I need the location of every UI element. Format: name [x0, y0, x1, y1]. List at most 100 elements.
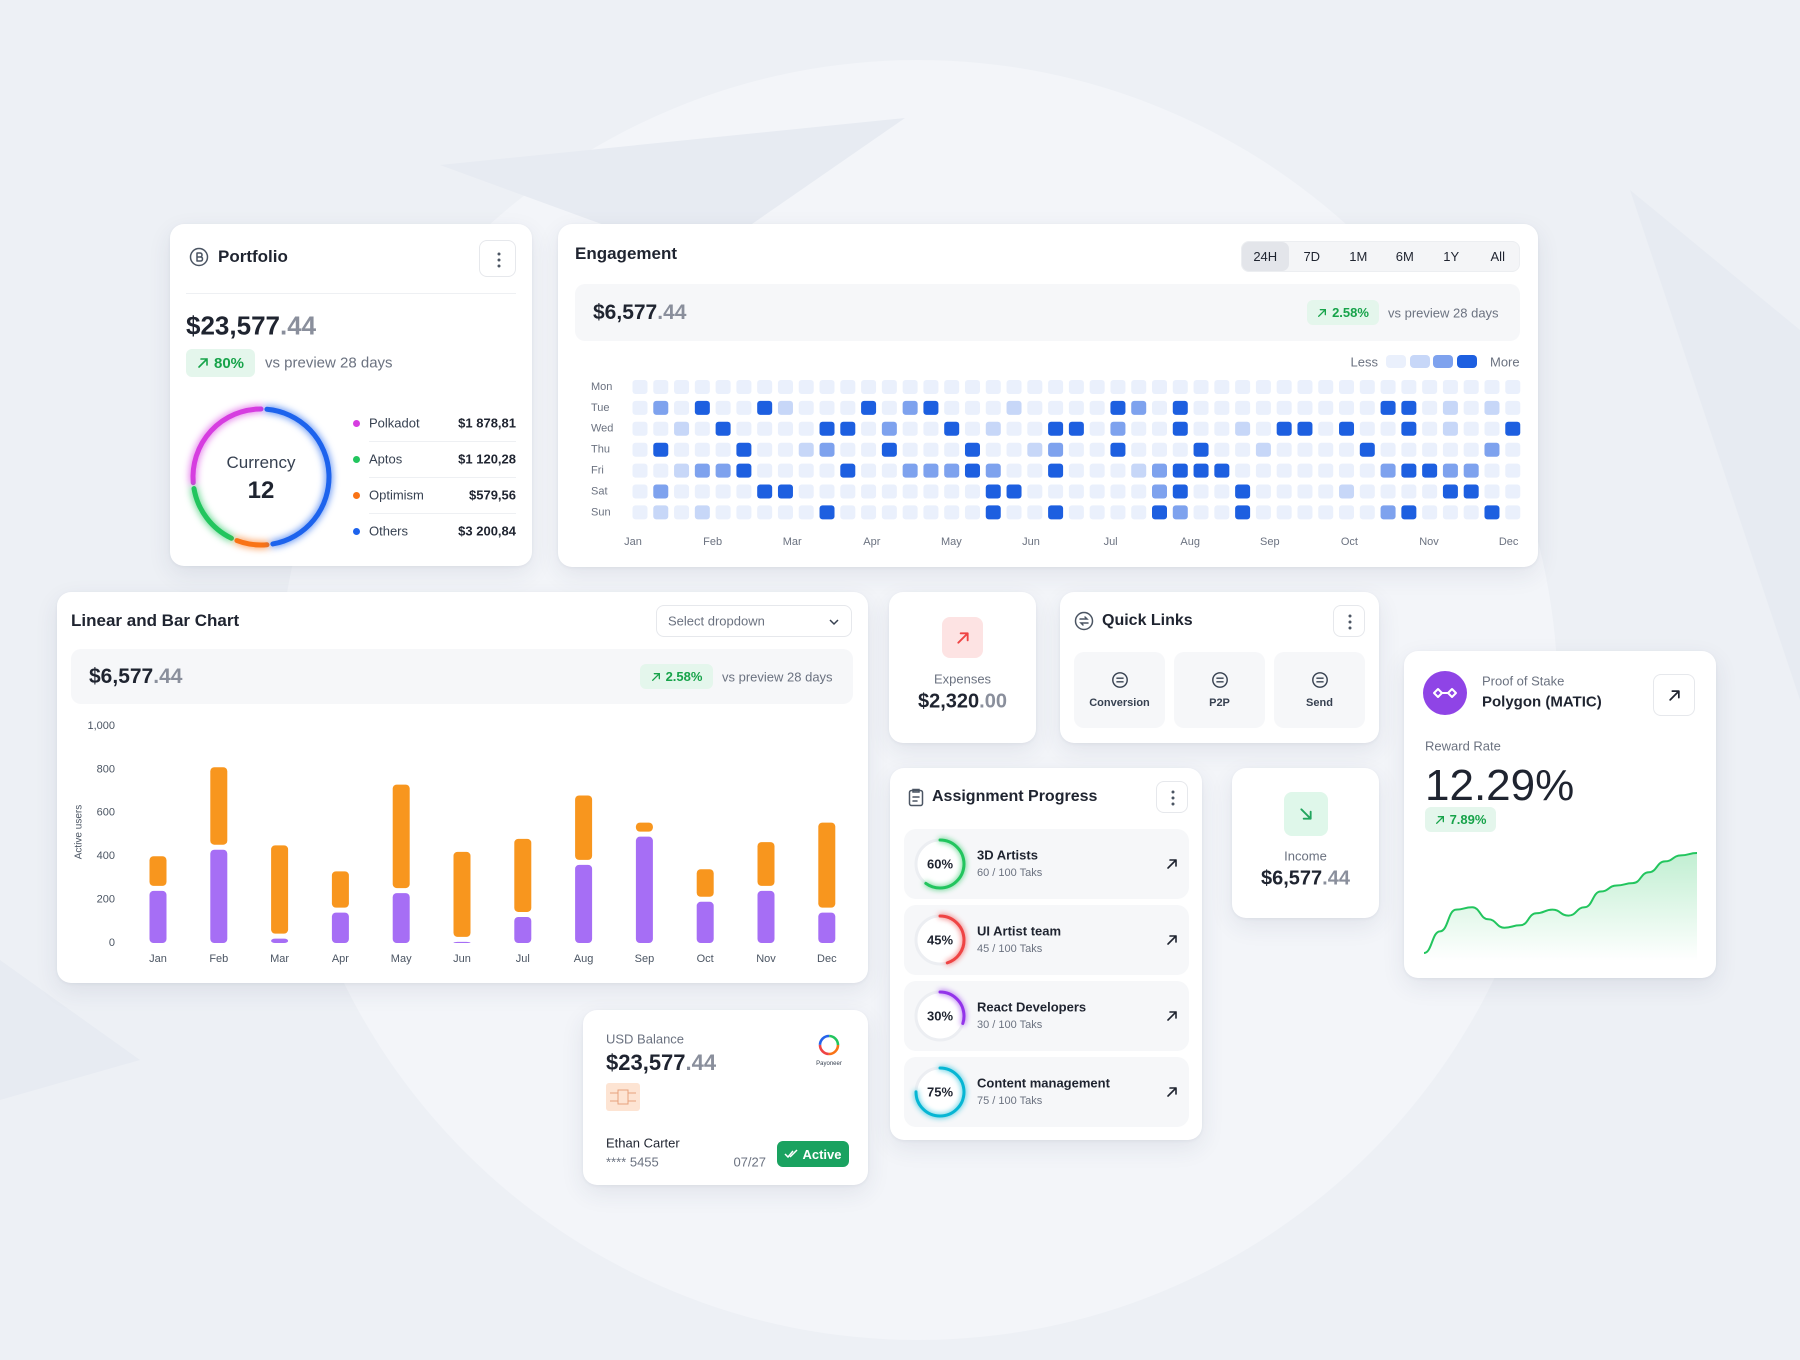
quick-link-icon: [1111, 672, 1128, 688]
heatmap-cell: [653, 484, 669, 499]
heatmap-cell: [923, 463, 939, 478]
heatmap-cell: [1048, 505, 1064, 520]
x-tick-label: Nov: [756, 953, 776, 965]
icon-ring: [1311, 672, 1328, 688]
heatmap-cell: [1068, 463, 1084, 478]
legend-name: Optimism: [369, 487, 424, 503]
card-chip: [606, 1083, 640, 1111]
heatmap-cell: [1110, 505, 1126, 520]
assignment-item[interactable]: 45% UI Artist team 45 / 100 Taks: [904, 905, 1189, 975]
quick-link[interactable]: Send: [1274, 652, 1365, 728]
heatmap-cell: [964, 442, 980, 457]
menu-dots: [497, 252, 500, 267]
heatmap-cell: [1152, 421, 1167, 436]
heatmap-cell: [944, 442, 960, 457]
tab[interactable]: 7D: [1289, 242, 1336, 271]
heatmap-cell: [694, 442, 710, 457]
heatmap-cell: [1276, 463, 1292, 478]
heatmap-cell: [798, 421, 814, 436]
bar-segment: [149, 890, 167, 943]
tab[interactable]: 1Y: [1428, 242, 1475, 271]
icon-glyph: [196, 252, 204, 262]
amount-main: $6,577: [89, 664, 154, 688]
assignment-item[interactable]: 60% 3D Artists 60 / 100 Taks: [904, 829, 1189, 899]
heatmap-cell: [1276, 505, 1292, 520]
tab[interactable]: 6M: [1382, 242, 1429, 271]
heatmap-cell: [1463, 442, 1479, 457]
heatmap-cell: [1463, 421, 1479, 436]
tab-label: 24H: [1253, 249, 1278, 264]
arrow-path: [1435, 815, 1444, 824]
heatmap-cell: [1152, 484, 1167, 499]
heatmap-cell: [1152, 380, 1167, 394]
assignment-item[interactable]: 75% Content management 75 / 100 Taks: [904, 1057, 1189, 1127]
row-label: Sun: [591, 506, 611, 518]
assignment-item[interactable]: 30% React Developers 30 / 100 Taks: [904, 981, 1189, 1051]
income-icon: [1284, 792, 1328, 836]
amount-cents: .44: [279, 310, 317, 341]
heatmap-cell: [1359, 463, 1375, 478]
arrow-path: [198, 358, 208, 368]
quick-link-icon: [1311, 672, 1328, 688]
quick-link-label: Conversion: [1089, 697, 1150, 709]
open-button[interactable]: [1653, 674, 1695, 716]
menu-button[interactable]: [479, 240, 516, 277]
legend-divider: [369, 441, 516, 442]
heatmap-cell: [694, 380, 710, 394]
heatmap-cell: [923, 380, 939, 394]
tab[interactable]: All: [1475, 242, 1522, 271]
card-title: Engagement: [575, 244, 678, 263]
portfolio-card: Portfolio $23,577.44 80% vs preview 28 days…: [170, 224, 532, 566]
heatmap-cell: [798, 442, 814, 457]
bar-segment: [635, 822, 653, 832]
bar-segment: [514, 916, 532, 943]
legend-value: $1 120,28: [458, 451, 516, 467]
heatmap-cell: [985, 442, 1001, 457]
month-label: Jan: [624, 536, 642, 548]
legend-value: $579,56: [469, 487, 516, 503]
heatmap-cell: [1401, 505, 1417, 520]
bg-swoosh: [1630, 190, 1800, 700]
heatmap-cell: [944, 400, 960, 415]
heatmap-cell: [1276, 400, 1292, 415]
quick-link[interactable]: P2P: [1174, 652, 1265, 728]
heatmap-cell: [1255, 380, 1271, 394]
bar-segment: [271, 938, 289, 943]
heatmap-cell: [1339, 484, 1355, 499]
heatmap-cell: [840, 400, 856, 415]
x-tick-label: Apr: [332, 953, 349, 965]
divider: [186, 293, 516, 294]
amount-main: $6,577: [593, 300, 658, 324]
month-label: Dec: [1499, 536, 1519, 548]
quick-link[interactable]: Conversion: [1074, 652, 1165, 728]
bar-segment: [818, 822, 836, 908]
tab[interactable]: 24H: [1242, 242, 1289, 271]
heatmap-cell: [1068, 421, 1084, 436]
menu-button[interactable]: [1333, 605, 1365, 637]
amount: $6,577.44: [89, 665, 182, 689]
tab-label: 7D: [1303, 249, 1321, 264]
menu-button[interactable]: [1156, 781, 1188, 813]
icon-ring: [1074, 611, 1094, 631]
bar-segment: [210, 849, 228, 943]
tab[interactable]: 1M: [1335, 242, 1382, 271]
heatmap-cell: [715, 463, 731, 478]
heatmap-cell: [1339, 380, 1355, 394]
heatmap-cell: [1442, 484, 1458, 499]
x-tick-label: Mar: [270, 953, 289, 965]
heatmap-cell: [1235, 380, 1251, 394]
heatmap-cell: [819, 442, 835, 457]
heatmap-cell: [1235, 505, 1251, 520]
expenses-card: Expenses $2,320.00: [889, 592, 1036, 743]
bar-segment: [271, 845, 289, 934]
icon-glyph: [912, 788, 920, 802]
heatmap-cell: [1152, 442, 1167, 457]
x-tick-label: Aug: [574, 953, 594, 965]
x-tick-label: Sep: [635, 953, 655, 965]
heatmap-cell: [1027, 463, 1043, 478]
arrow-path: [1167, 1087, 1177, 1097]
heatmap-cell: [1339, 421, 1355, 436]
heatmap-cell: [1172, 463, 1188, 478]
dropdown[interactable]: Select dropdown: [656, 605, 852, 637]
heatmap-cell: [1193, 505, 1209, 520]
